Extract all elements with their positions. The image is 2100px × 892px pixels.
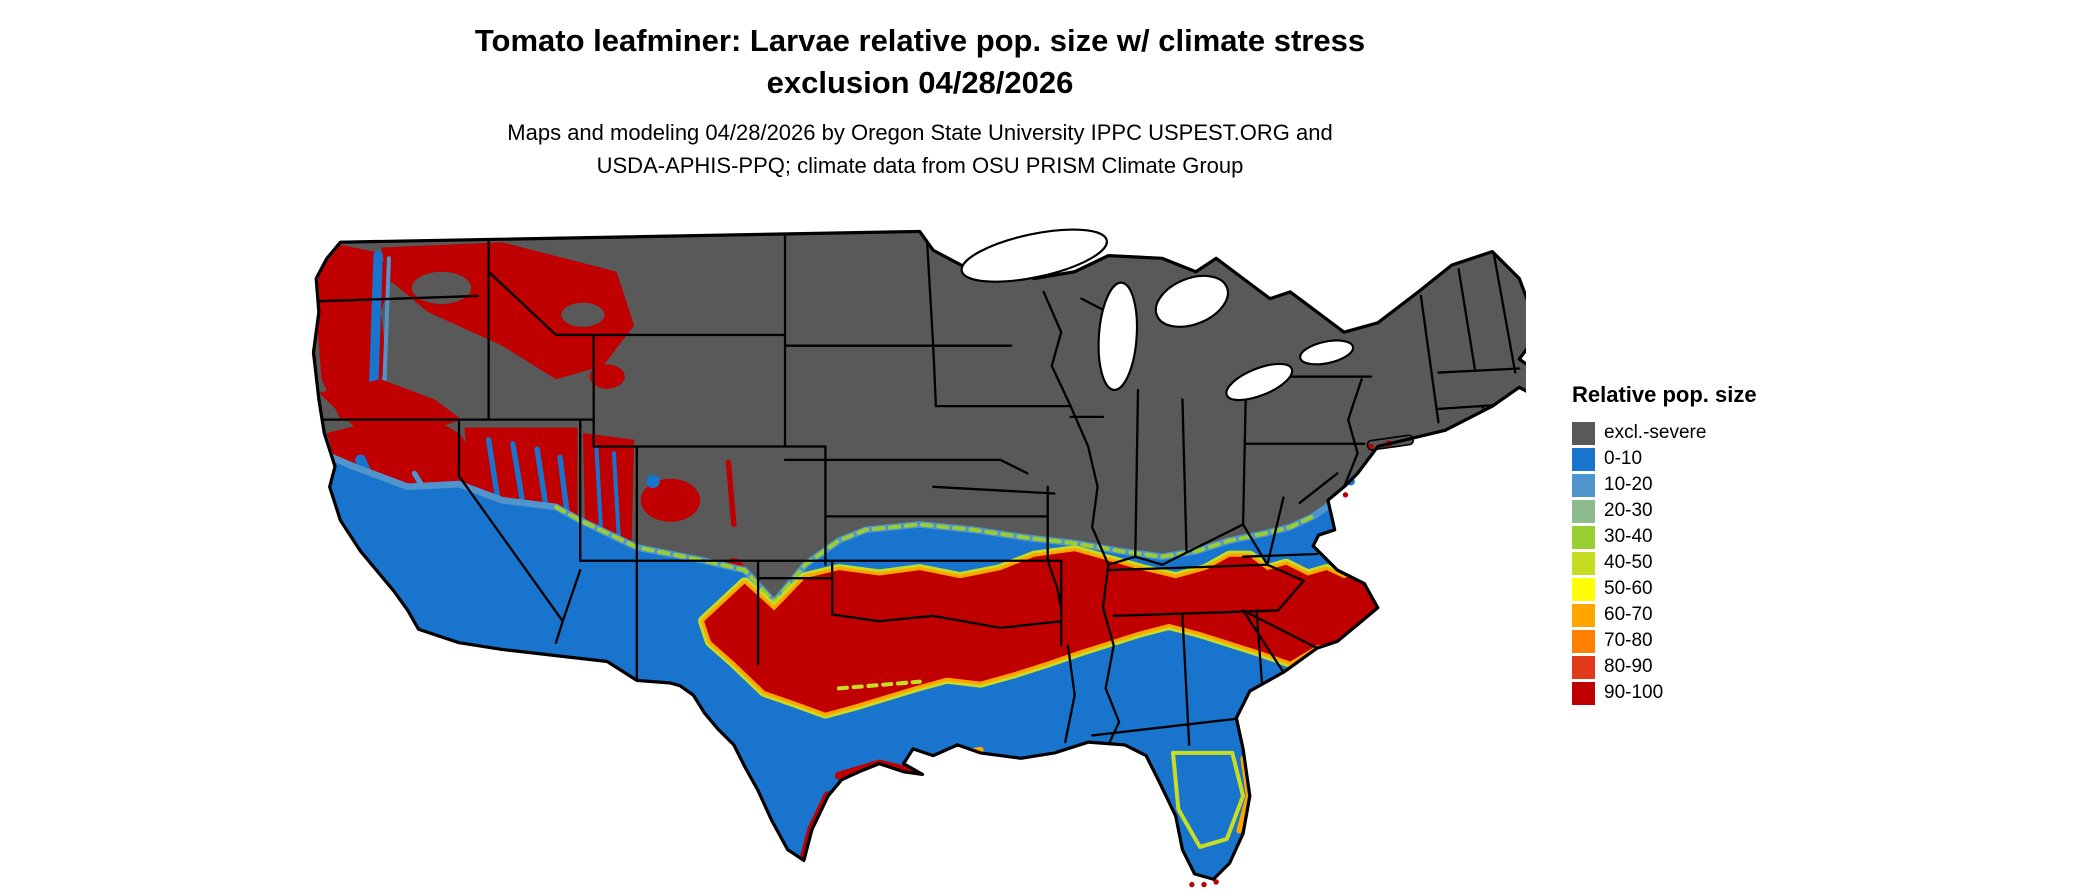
- state-borders: [315, 231, 1521, 746]
- legend-item: 10-20: [1572, 472, 1902, 498]
- legend-label: 0-10: [1604, 448, 1643, 469]
- legend-item: 70-80: [1572, 628, 1902, 654]
- legend-swatch: [1572, 499, 1595, 523]
- legend-swatch: [1572, 655, 1595, 679]
- lake-ontario: [1299, 339, 1355, 366]
- legend-swatch: [1572, 629, 1595, 653]
- legend-label: 10-20: [1604, 474, 1653, 495]
- lake-michigan: [1097, 281, 1139, 391]
- legend-label: 80-90: [1604, 656, 1653, 677]
- legend-item: 0-10: [1572, 446, 1902, 472]
- legend-item: 40-50: [1572, 550, 1902, 576]
- map-title-line1: Tomato leafminer: Larvae relative pop. s…: [474, 23, 1366, 58]
- great-lakes: [960, 228, 1355, 402]
- us-map: [300, 218, 1526, 890]
- lake-superior: [960, 228, 1108, 283]
- legend-swatch: [1572, 603, 1595, 627]
- legend-swatch: [1572, 473, 1595, 497]
- legend: Relative pop. size excl.-severe 0-10 10-20…: [1572, 382, 1902, 706]
- legend-title: Relative pop. size: [1572, 382, 1757, 407]
- legend-item: 50-60: [1572, 576, 1902, 602]
- legend-swatch: [1572, 681, 1595, 705]
- legend-item: 90-100: [1572, 680, 1902, 706]
- lake-huron: [1154, 274, 1229, 328]
- legend-label: 70-80: [1604, 630, 1653, 651]
- legend-swatch: [1572, 551, 1595, 575]
- legend-label: 50-60: [1604, 578, 1653, 599]
- legend-label: 30-40: [1604, 526, 1653, 547]
- us-outline: [311, 229, 1526, 881]
- lake-erie: [1225, 362, 1294, 402]
- legend-item: 30-40: [1572, 524, 1902, 550]
- legend-swatch: [1572, 447, 1595, 471]
- us-map-svg: [311, 228, 1526, 888]
- legend-item: 20-30: [1572, 498, 1902, 524]
- subtitle-line1: Maps and modeling 04/28/2026 by Oregon S…: [507, 120, 1333, 145]
- legend-item: excl.-severe: [1572, 420, 1902, 446]
- map-title-line2: exclusion 04/28/2026: [766, 65, 1074, 100]
- header: Tomato leafminer: Larvae relative pop. s…: [130, 20, 1710, 182]
- legend-label: 40-50: [1604, 552, 1653, 573]
- legend-label: 90-100: [1604, 682, 1664, 703]
- legend-item: 60-70: [1572, 602, 1902, 628]
- legend-items: excl.-severe 0-10 10-20 20-30 30-40 40-50 50-6…: [1572, 420, 1902, 706]
- legend-swatch: [1572, 577, 1595, 601]
- subtitle: Maps and modeling 04/28/2026 by Oregon S…: [130, 116, 1710, 182]
- legend-label: excl.-severe: [1604, 422, 1707, 443]
- legend-label: 20-30: [1604, 500, 1653, 521]
- legend-label: 60-70: [1604, 604, 1653, 625]
- subtitle-line2: USDA-APHIS-PPQ; climate data from OSU PR…: [596, 153, 1244, 178]
- legend-item: 80-90: [1572, 654, 1902, 680]
- legend-swatch: [1572, 525, 1595, 549]
- legend-swatch: [1572, 421, 1595, 445]
